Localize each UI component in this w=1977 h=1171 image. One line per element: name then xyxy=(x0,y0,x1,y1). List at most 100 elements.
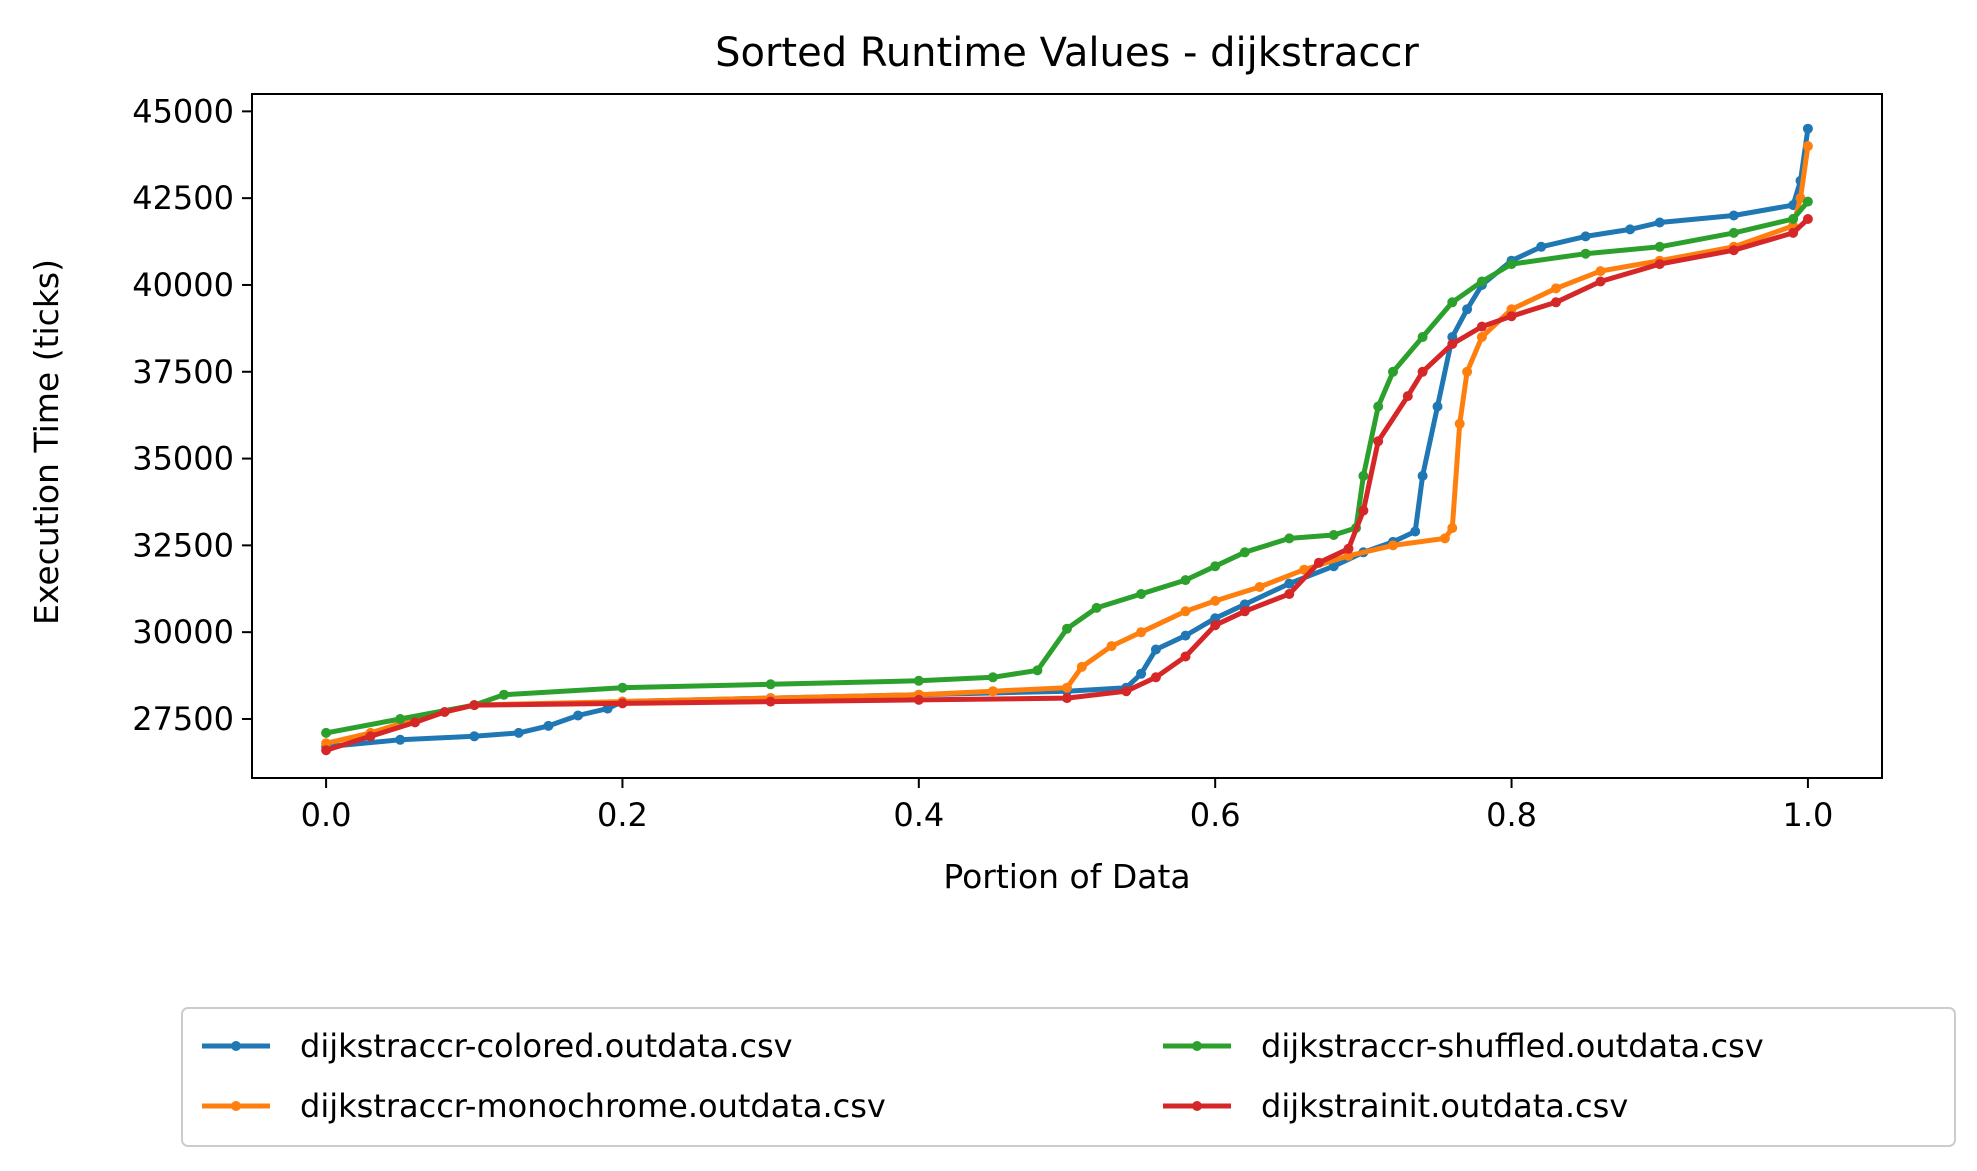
data-point xyxy=(1373,436,1384,447)
data-point xyxy=(1180,630,1191,641)
data-point xyxy=(1150,644,1161,655)
data-point xyxy=(1410,526,1421,537)
data-point xyxy=(1062,623,1072,634)
data-point xyxy=(1462,366,1473,377)
y-tick-label: 42500 xyxy=(132,179,234,217)
data-point xyxy=(1136,589,1147,599)
data-point xyxy=(1551,283,1561,294)
series-line xyxy=(325,128,1811,750)
data-point xyxy=(1476,321,1487,332)
data-point xyxy=(1506,304,1517,315)
data-point xyxy=(1728,227,1739,238)
data-point xyxy=(1180,606,1191,617)
plot-frame xyxy=(251,93,1883,779)
data-point xyxy=(365,731,376,742)
data-point xyxy=(1447,339,1458,349)
legend-label: dijkstraccr-colored.outdata.csv xyxy=(300,1027,793,1065)
legend-item: dijkstraccr-colored.outdata.csv xyxy=(202,1027,793,1065)
data-point xyxy=(617,698,628,709)
legend-label: dijkstrainit.outdata.csv xyxy=(1261,1087,1628,1125)
data-point xyxy=(1239,599,1250,610)
data-point xyxy=(1506,311,1517,322)
data-point xyxy=(498,689,509,700)
legend-marker xyxy=(1192,1041,1202,1051)
data-point xyxy=(1728,210,1739,221)
data-point xyxy=(1358,470,1369,481)
x-tick-label: 0.8 xyxy=(1486,796,1537,834)
series-line xyxy=(325,199,1810,736)
y-tick-label: 32500 xyxy=(132,526,234,564)
legend-item: dijkstraccr-shuffled.outdata.csv xyxy=(1163,1027,1764,1065)
x-axis: 0.0 0.2 0.4 0.6 0.8 1.0 xyxy=(301,778,1833,834)
data-point xyxy=(1802,141,1813,152)
data-point xyxy=(1150,672,1161,683)
plot-area xyxy=(321,123,1813,756)
data-point xyxy=(1625,224,1636,235)
data-point xyxy=(1106,641,1117,652)
data-point xyxy=(1417,332,1428,342)
data-point xyxy=(1062,682,1072,693)
data-point xyxy=(321,745,332,756)
data-point xyxy=(1580,248,1591,259)
data-point xyxy=(321,727,332,738)
data-point xyxy=(1210,613,1221,624)
data-point xyxy=(1284,589,1295,599)
data-point xyxy=(1210,620,1221,631)
data-point xyxy=(1136,627,1147,638)
series-3 xyxy=(321,214,1813,756)
data-point xyxy=(1328,530,1339,540)
data-point xyxy=(1388,366,1398,377)
chart-title: Sorted Runtime Values - dijkstraccr xyxy=(715,30,1419,76)
data-point xyxy=(1447,297,1458,308)
data-point xyxy=(321,738,332,749)
data-point xyxy=(1180,651,1191,662)
y-tick-label: 40000 xyxy=(132,266,234,304)
y-tick-label: 27500 xyxy=(132,700,234,738)
data-point xyxy=(1595,276,1606,287)
data-point xyxy=(1343,543,1354,554)
x-tick-label: 0.4 xyxy=(893,796,944,834)
data-point xyxy=(1595,266,1606,277)
data-point xyxy=(1076,661,1087,672)
data-point xyxy=(1284,578,1295,589)
data-point xyxy=(1254,582,1265,592)
legend: dijkstraccr-colored.outdata.csv dijkstrac… xyxy=(181,1007,1956,1147)
data-point xyxy=(395,734,406,745)
data-point xyxy=(1788,214,1799,224)
x-tick-label: 0.2 xyxy=(597,796,648,834)
data-point xyxy=(1032,665,1043,676)
data-point xyxy=(1454,418,1465,429)
data-point xyxy=(1432,401,1443,412)
data-point xyxy=(573,710,583,721)
series-line xyxy=(325,217,1810,753)
legend-label: dijkstraccr-monochrome.outdata.csv xyxy=(300,1087,886,1125)
legend-marker xyxy=(231,1101,241,1111)
data-point xyxy=(1476,332,1487,342)
data-point xyxy=(469,700,480,711)
x-tick-label: 1.0 xyxy=(1782,796,1833,834)
data-point xyxy=(1210,561,1221,572)
data-point xyxy=(1417,366,1428,377)
data-point xyxy=(1476,276,1487,287)
data-point xyxy=(1402,391,1413,402)
data-point xyxy=(1121,686,1132,697)
x-tick-label: 0.6 xyxy=(1190,796,1241,834)
data-point xyxy=(1091,602,1102,613)
data-point xyxy=(1210,595,1221,606)
data-point xyxy=(987,672,998,683)
data-point xyxy=(1802,214,1813,224)
data-point xyxy=(1580,231,1591,242)
legend-label: dijkstraccr-shuffled.outdata.csv xyxy=(1261,1027,1764,1065)
legend-marker xyxy=(1192,1101,1202,1111)
x-tick-label: 0.0 xyxy=(301,796,352,834)
y-tick-label: 45000 xyxy=(132,92,234,130)
data-point xyxy=(1062,693,1072,704)
data-point xyxy=(913,694,924,705)
data-point xyxy=(1536,241,1547,252)
y-tick-label: 35000 xyxy=(132,440,234,478)
series-0 xyxy=(321,123,1813,752)
data-point xyxy=(410,717,420,728)
y-axis-label: Execution Time (ticks) xyxy=(27,259,66,625)
data-point xyxy=(1439,533,1450,544)
